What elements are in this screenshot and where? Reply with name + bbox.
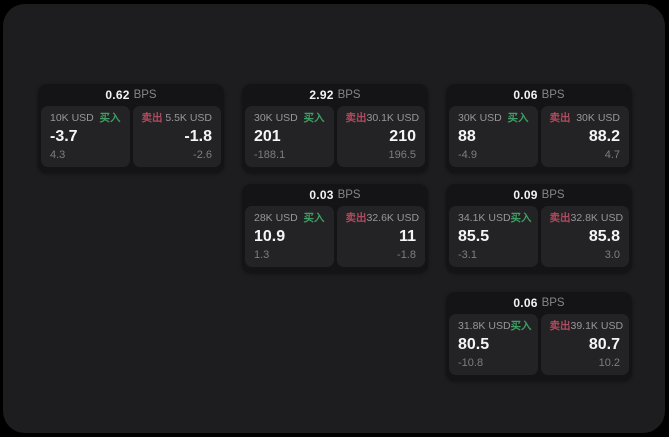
bps-suffix: BPS (337, 89, 361, 101)
sell-panel[interactable]: 卖出 5.5K USD -1.8 -2.6 (132, 106, 221, 167)
sell-amount: 32.6K USD (366, 212, 420, 224)
bps-header: 0.03 BPS (242, 184, 428, 206)
buy-tag: 买入 (303, 212, 325, 224)
buy-sub-value: -10.8 (458, 357, 484, 369)
bps-value: 0.62 (105, 88, 130, 102)
sell-amount: 32.8K USD (570, 212, 624, 224)
buy-panel[interactable]: 10K USD 买入 -3.7 4.3 (41, 106, 130, 167)
buy-sub-value: -3.1 (458, 249, 477, 261)
sell-amount: 39.1K USD (570, 320, 624, 332)
quote-card: 2.92 BPS 30K USD 买入 201 -188.1 卖出 30.1K … (242, 84, 428, 173)
sell-sub-value: -2.6 (193, 149, 212, 161)
sell-value: 85.8 (588, 227, 620, 245)
sell-amount: 5.5K USD (165, 112, 212, 124)
sell-panel[interactable]: 卖出 30K USD 88.2 4.7 (540, 106, 629, 167)
buy-amount: 10K USD (50, 112, 94, 124)
sell-tag: 卖出 (345, 212, 367, 224)
buy-sub-value: 4.3 (50, 149, 66, 161)
buy-tag: 买入 (510, 212, 532, 224)
buy-panel[interactable]: 30K USD 买入 88 -4.9 (449, 106, 538, 167)
bps-header: 0.62 BPS (38, 84, 224, 106)
sell-sub-value: 196.5 (388, 149, 416, 161)
sell-tag: 卖出 (345, 112, 367, 124)
sell-panel[interactable]: 卖出 30.1K USD 210 196.5 (336, 106, 425, 167)
quote-card: 0.06 BPS 31.8K USD 买入 80.5 -10.8 卖出 39.1… (446, 292, 632, 381)
sell-amount: 30.1K USD (366, 112, 420, 124)
buy-value: 201 (254, 127, 281, 145)
buy-amount: 31.8K USD (458, 320, 511, 332)
sell-tag: 卖出 (549, 112, 571, 124)
buy-tag: 买入 (507, 112, 529, 124)
quote-card: 0.62 BPS 10K USD 买入 -3.7 4.3 卖出 5.5K USD… (38, 84, 224, 173)
sell-amount: 30K USD (576, 112, 620, 124)
sell-panel[interactable]: 卖出 39.1K USD 80.7 10.2 (540, 314, 629, 375)
bps-value: 2.92 (309, 88, 334, 102)
sell-value: 11 (399, 227, 416, 245)
sell-value: 88.2 (588, 127, 620, 145)
buy-amount: 30K USD (254, 112, 298, 124)
buy-sub-value: -188.1 (254, 149, 286, 161)
buy-value: 10.9 (254, 227, 286, 245)
sell-value: 210 (389, 127, 416, 145)
bps-suffix: BPS (541, 189, 565, 201)
buy-amount: 28K USD (254, 212, 298, 224)
sell-sub-value: 4.7 (604, 149, 620, 161)
bps-value: 0.06 (513, 88, 538, 102)
bps-header: 0.06 BPS (446, 84, 632, 106)
bps-suffix: BPS (337, 189, 361, 201)
bps-suffix: BPS (541, 297, 565, 309)
buy-tag: 买入 (510, 320, 532, 332)
buy-panel[interactable]: 30K USD 买入 201 -188.1 (245, 106, 334, 167)
buy-tag: 买入 (303, 112, 325, 124)
quote-card: 0.06 BPS 30K USD 买入 88 -4.9 卖出 30K USD 8… (446, 84, 632, 173)
buy-panel[interactable]: 34.1K USD 买入 85.5 -3.1 (449, 206, 538, 267)
buy-panel[interactable]: 31.8K USD 买入 80.5 -10.8 (449, 314, 538, 375)
bps-value: 0.09 (513, 188, 538, 202)
sell-sub-value: 10.2 (598, 357, 620, 369)
sell-panel[interactable]: 卖出 32.6K USD 11 -1.8 (336, 206, 425, 267)
buy-amount: 34.1K USD (458, 212, 511, 224)
buy-value: 88 (458, 127, 476, 145)
bps-suffix: BPS (541, 89, 565, 101)
sell-tag: 卖出 (141, 112, 163, 124)
sell-tag: 卖出 (549, 212, 571, 224)
buy-value: 80.5 (458, 335, 490, 353)
buy-value: -3.7 (50, 127, 78, 145)
bps-suffix: BPS (133, 89, 157, 101)
bps-header: 2.92 BPS (242, 84, 428, 106)
buy-sub-value: -4.9 (458, 149, 477, 161)
bps-value: 0.06 (513, 296, 538, 310)
bps-header: 0.06 BPS (446, 292, 632, 314)
sell-panel[interactable]: 卖出 32.8K USD 85.8 3.0 (540, 206, 629, 267)
bps-value: 0.03 (309, 188, 334, 202)
buy-sub-value: 1.3 (254, 249, 270, 261)
sell-sub-value: -1.8 (397, 249, 416, 261)
sell-sub-value: 3.0 (604, 249, 620, 261)
buy-amount: 30K USD (458, 112, 502, 124)
sell-value: 80.7 (588, 335, 620, 353)
sell-tag: 卖出 (549, 320, 571, 332)
buy-panel[interactable]: 28K USD 买入 10.9 1.3 (245, 206, 334, 267)
sell-value: -1.8 (184, 127, 212, 145)
buy-value: 85.5 (458, 227, 490, 245)
quote-card: 0.09 BPS 34.1K USD 买入 85.5 -3.1 卖出 32.8K… (446, 184, 632, 273)
quote-card: 0.03 BPS 28K USD 买入 10.9 1.3 卖出 32.6K US… (242, 184, 428, 273)
bps-header: 0.09 BPS (446, 184, 632, 206)
buy-tag: 买入 (99, 112, 121, 124)
